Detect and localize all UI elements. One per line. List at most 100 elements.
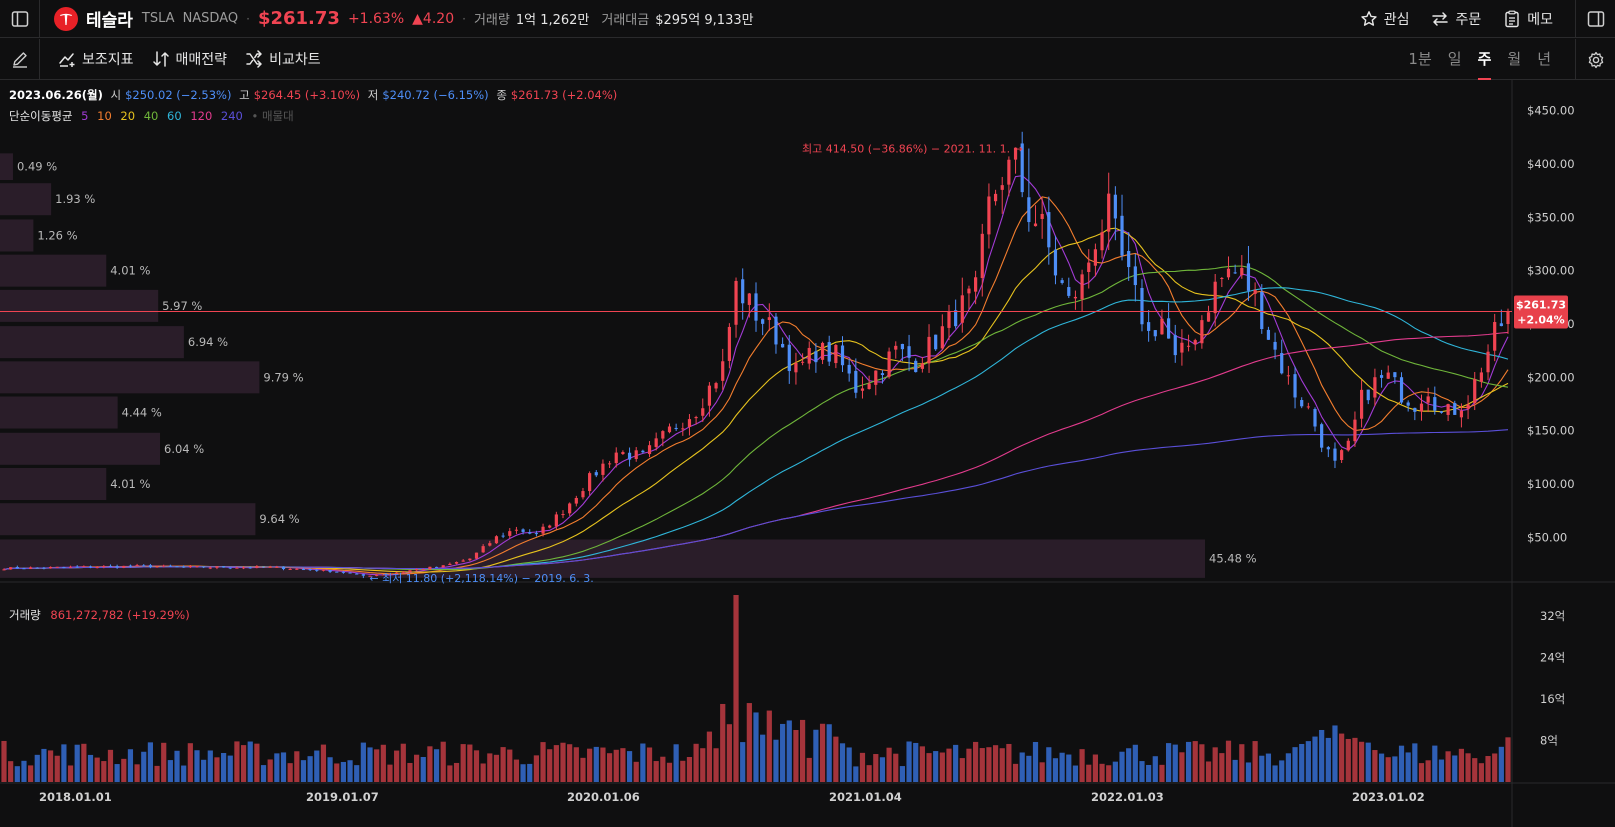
volume-bar [1285,753,1291,782]
volume-profile-label: 45.48 % [1209,552,1257,566]
period-tab-year[interactable]: 년 [1537,50,1551,68]
volume-bar [700,748,706,782]
candle-body [1313,409,1317,427]
candle-body [428,566,432,570]
chart-settings-button[interactable] [1575,39,1615,80]
volume-bar [47,750,54,782]
volume-bar [1052,758,1059,782]
candle-body [521,529,525,532]
candle-body [1373,377,1377,398]
volume-bar [1132,744,1138,782]
candle-body [1353,419,1357,442]
open-value: $250.02 (−2.53%) [125,88,232,102]
volume-bar [720,703,726,782]
indicator-button[interactable]: 보조지표 [58,49,134,69]
volume-bar [221,752,227,782]
candle-body [1320,424,1324,448]
volume-bar [1126,748,1132,782]
candle-body [1300,400,1304,407]
candlestick-chart[interactable]: 0.49 % 1.93 % 1.26 % 4.01 % 5.97 % 6.94 % 9.79… [0,80,1615,827]
candle-body [827,342,831,362]
price-tick-label: $450.00 [1527,104,1575,118]
volume-bar [28,765,34,782]
ma-period-240: 240 [220,109,243,123]
watchlist-label: 관심 [1383,12,1410,28]
volume-bar [147,742,154,782]
candle-body [1446,404,1450,415]
period-tab-day[interactable]: 일 [1447,50,1462,68]
candle-body [1306,406,1310,408]
candle-body [434,566,439,568]
candle-body [1213,281,1217,314]
candle-body [1120,215,1124,256]
volume-bar [846,747,852,782]
candle-body [162,565,166,567]
candle-body [175,566,179,568]
candle-body [907,346,911,358]
candle-body [361,574,365,576]
volume-bar [693,743,699,782]
candle-body [940,326,944,349]
change-amount: ▲4.20 [412,10,455,27]
candle-body [1399,377,1404,403]
candle-body [494,536,499,544]
chart-area[interactable]: 0.49 % 1.93 % 1.26 % 4.01 % 5.97 % 6.94 % 9.79… [0,80,1615,827]
strategy-label: 매매전략 [175,52,228,68]
candle-body [1127,250,1131,268]
volume-bar [300,760,307,782]
candle-body [102,566,106,568]
candle-body [1153,330,1157,337]
volume-bar [886,747,892,782]
volume-bar [74,744,80,782]
memo-button[interactable]: 메모 [1503,9,1553,29]
watchlist-button[interactable]: 관심 [1360,9,1410,29]
volume-bar [1385,757,1391,782]
volume-profile-label: 4.44 % [122,406,162,420]
high-value: $264.45 (+3.10%) [253,88,361,102]
candle-body [860,388,865,391]
moving-average-legend[interactable]: 단순이동평균 5 10 20 40 60 120 240 • 매물대 [9,108,299,124]
order-button[interactable]: 주문 [1431,9,1481,29]
volume-bar [181,765,187,782]
candle-body [1419,403,1424,412]
volume-bar [267,759,273,782]
volume-bar [1458,748,1465,782]
tesla-logo [54,6,78,31]
volume-bar [34,754,40,782]
volume-bar [1119,751,1125,782]
volume-bar [141,751,147,782]
volume-bar [354,765,360,782]
volume-bar [1319,729,1325,782]
compare-chart-button[interactable]: 비교차트 [245,49,321,69]
candle-body [574,497,578,504]
header-actions: 관심 주문 메모 [1360,0,1615,38]
candle-body [834,345,838,364]
candle-body [128,565,133,567]
volume-bar [547,749,553,782]
volume-bar [1438,759,1445,782]
sidebar-toggle-button[interactable] [0,0,40,38]
volume-profile-label: 9.79 % [263,370,303,384]
period-tab-minute[interactable]: 1분 [1408,50,1432,68]
candle-body [1426,396,1430,403]
candle-body [588,473,592,492]
candle-body [734,280,738,325]
candle-body [381,574,385,576]
volume-bar [61,744,67,782]
candle-body [261,566,266,568]
candle-body [967,288,971,294]
candle-body [1087,262,1091,272]
candle-body [741,279,745,304]
candle-body [1193,340,1197,345]
volume-bar [1026,755,1032,782]
strategy-button[interactable]: 매매전략 [152,49,228,69]
candle-body [641,450,645,453]
period-tab-week[interactable]: 주 [1470,39,1500,80]
right-panel-toggle-button[interactable] [1575,0,1615,38]
period-tab-month[interactable]: 월 [1507,50,1522,68]
candle-body [900,343,905,350]
candle-body [607,463,612,465]
volume-bar [653,761,659,782]
drawing-tool-button[interactable] [0,38,40,80]
volume-bar [899,766,906,782]
